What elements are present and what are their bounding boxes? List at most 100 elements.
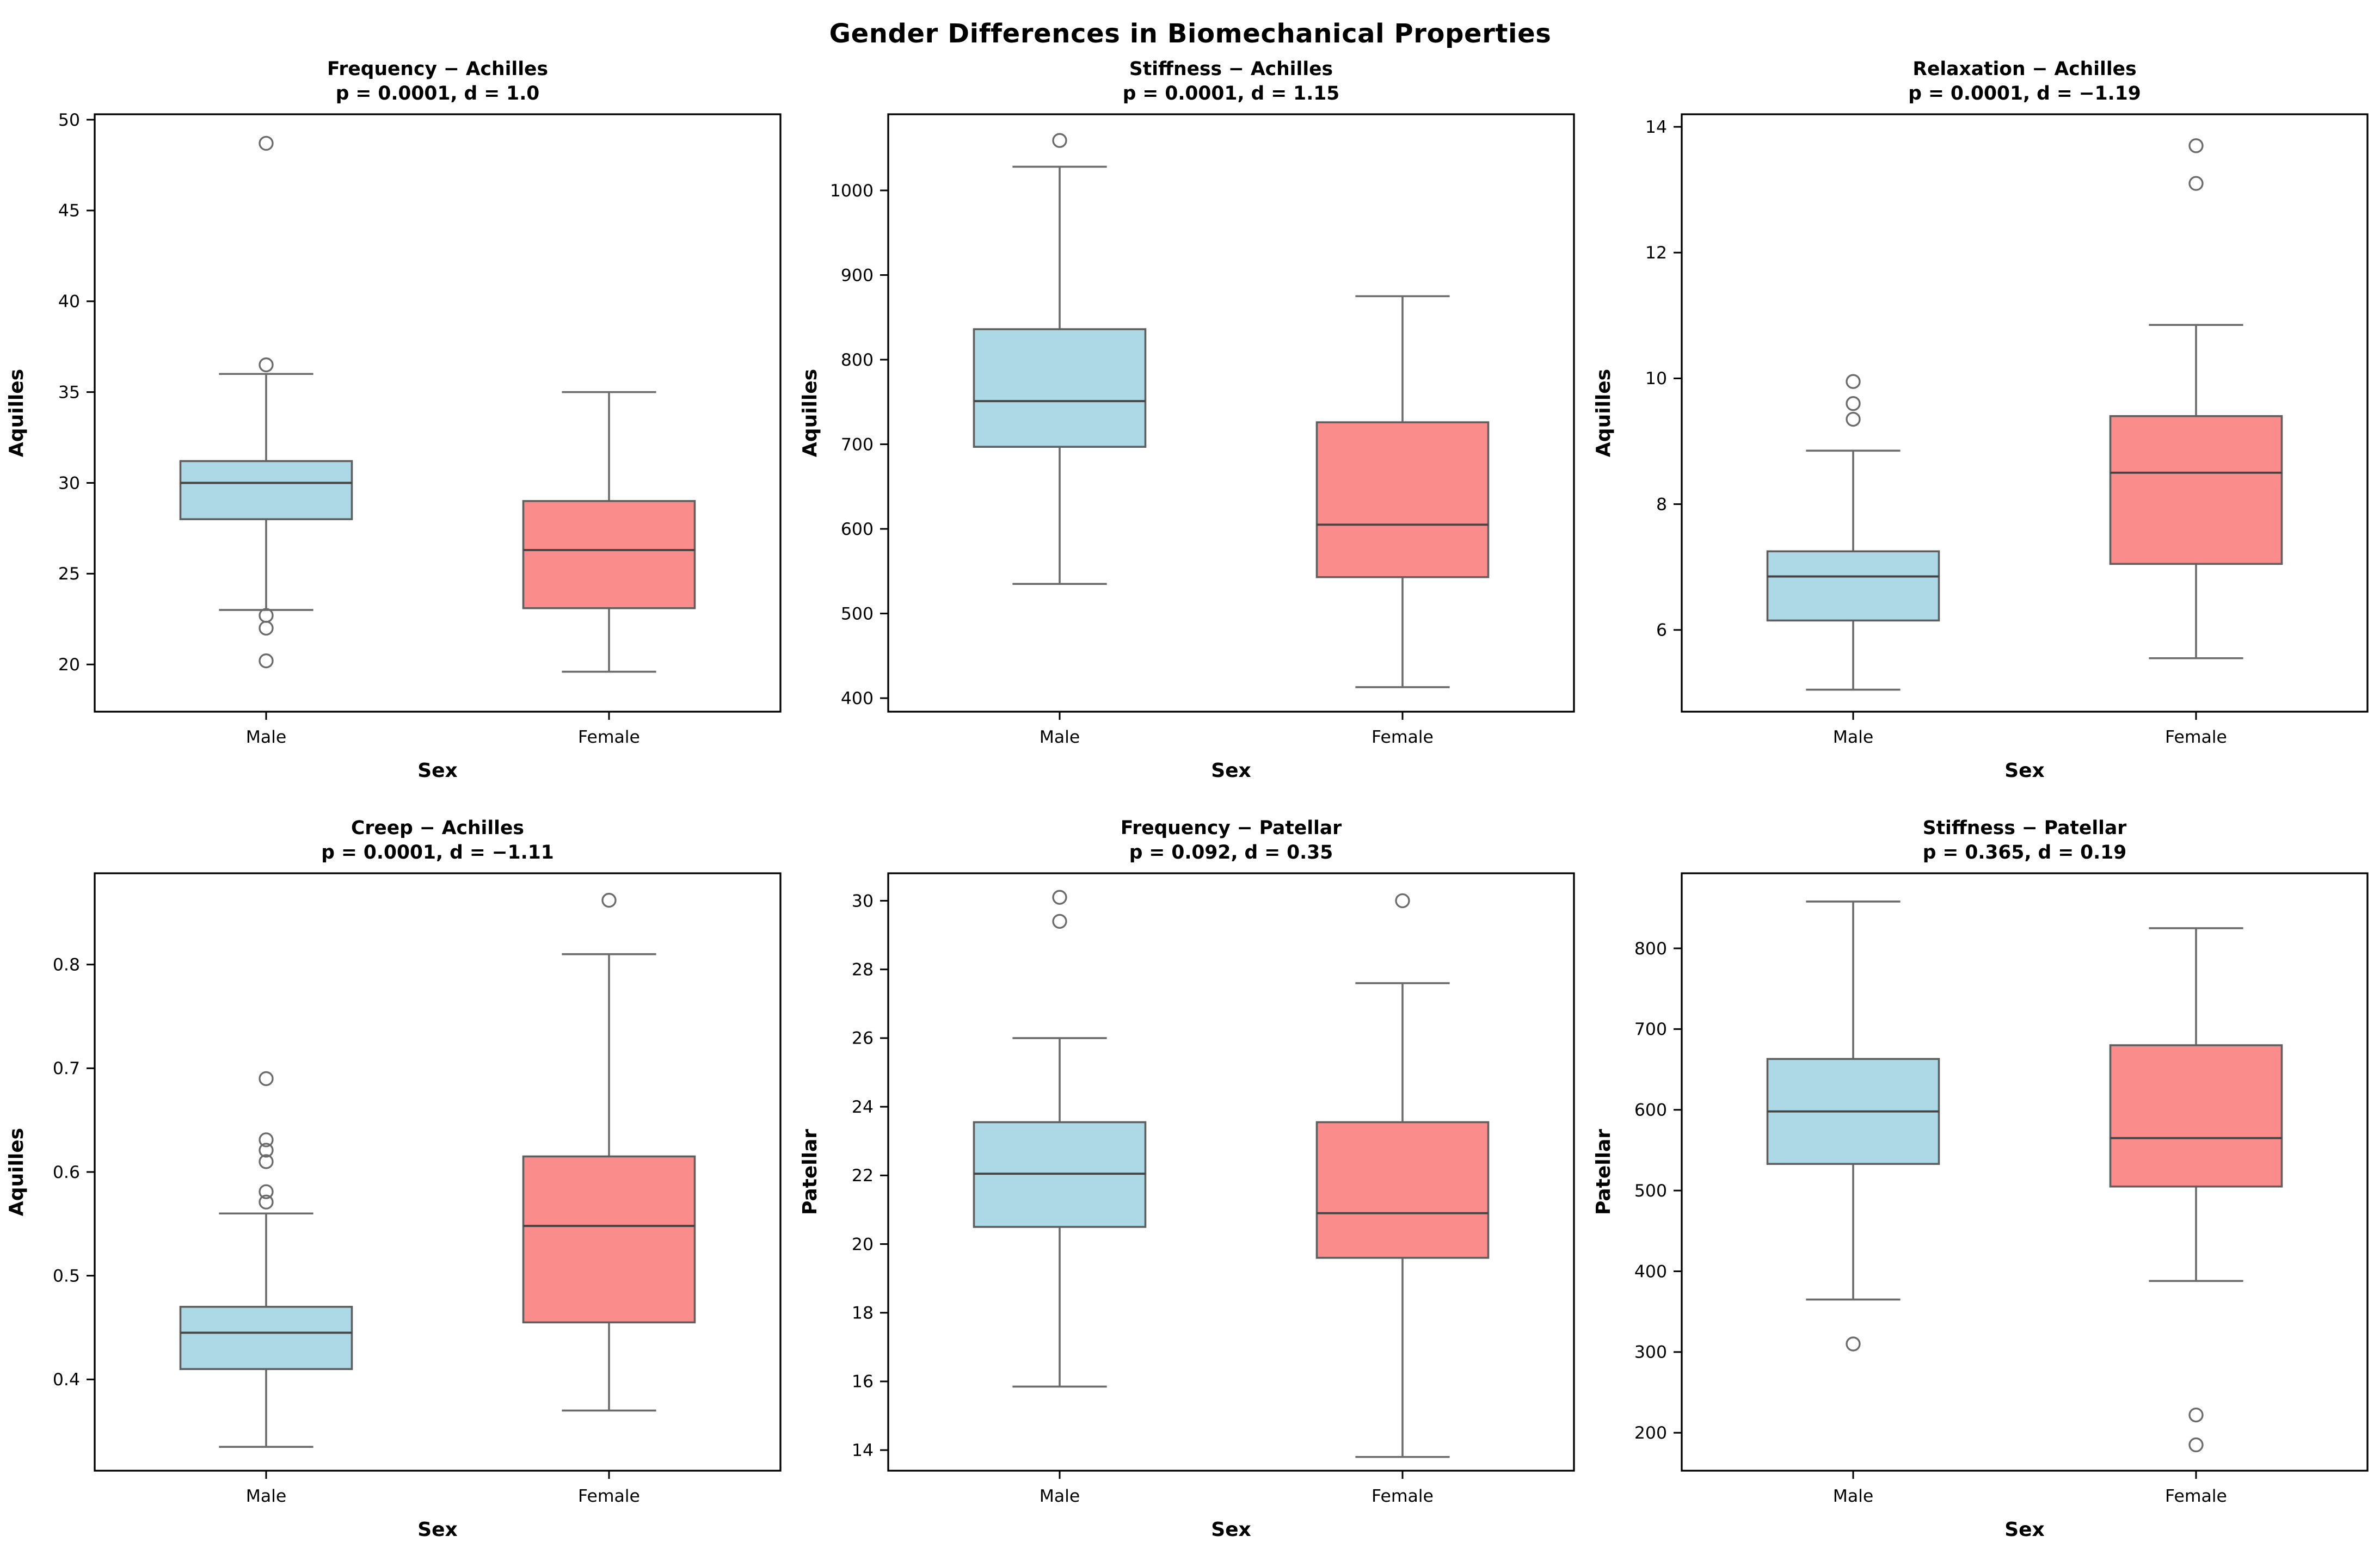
outlier-point — [1052, 914, 1067, 929]
box-female — [522, 391, 696, 673]
subplot-title: Stiffness − Patellar — [1923, 817, 2127, 839]
y-tick-label: 45 — [58, 201, 80, 221]
y-tick-label: 10 — [1645, 369, 1667, 388]
subplot-subtitle: p = 0.0001, d = 1.15 — [1123, 83, 1340, 104]
outlier-point — [259, 1143, 274, 1158]
box-female — [2109, 927, 2283, 1453]
y-tick-label: 20 — [58, 655, 80, 675]
iqr-box — [2109, 415, 2283, 565]
y-tick-label: 30 — [58, 473, 80, 493]
outlier-point — [1846, 1336, 1861, 1352]
y-tick-label: 0.8 — [53, 955, 80, 975]
outlier-point — [1846, 411, 1861, 427]
subplot-subtitle: p = 0.092, d = 0.35 — [1129, 842, 1333, 863]
iqr-box — [179, 460, 353, 521]
y-tick-label: 800 — [1634, 939, 1667, 959]
y-axis-label: Aquilles — [5, 1128, 28, 1216]
y-tick-label: 40 — [58, 292, 80, 312]
subplot-creep-achilles: Creep − Achilles p = 0.0001, d = −1.11 0.4… — [5, 817, 782, 1541]
subplot-subtitle: p = 0.0001, d = −1.11 — [321, 842, 554, 863]
box-female — [1315, 295, 1490, 688]
outlier-point — [259, 1194, 274, 1210]
y-tick-label: 22 — [852, 1166, 874, 1186]
x-tick-label: Male — [1833, 1486, 1874, 1506]
iqr-box — [1315, 1121, 1490, 1259]
iqr-box — [1315, 421, 1490, 578]
y-tick-label: 200 — [1634, 1423, 1667, 1443]
iqr-box — [522, 1155, 696, 1324]
x-tick-label: Female — [1372, 1486, 1434, 1506]
outlier-point — [1052, 890, 1067, 905]
y-tick-label: 400 — [1634, 1262, 1667, 1281]
x-tick-label: Female — [578, 1486, 640, 1506]
y-tick-label: 26 — [852, 1029, 874, 1048]
subplot-stiffness-achilles: Stiffness − Achilles p = 0.0001, d = 1.15… — [799, 58, 1575, 782]
y-tick-label: 30 — [852, 891, 874, 911]
outlier-point — [2188, 1407, 2204, 1423]
box-male — [973, 890, 1147, 1388]
x-tick-label: Female — [2165, 727, 2227, 747]
outlier-point — [2188, 176, 2204, 191]
y-tick-label: 18 — [852, 1304, 874, 1323]
y-tick-label: 0.7 — [53, 1059, 80, 1078]
y-tick-label: 600 — [1634, 1101, 1667, 1120]
y-tick-label: 14 — [852, 1441, 874, 1460]
y-tick-label: 0.6 — [53, 1163, 80, 1182]
y-tick-label: 25 — [58, 564, 80, 584]
y-tick-label: 20 — [852, 1235, 874, 1254]
x-axis-label: Sex — [417, 760, 458, 782]
box-male — [179, 1071, 353, 1448]
x-axis-label: Sex — [2004, 760, 2045, 782]
y-tick-label: 50 — [58, 110, 80, 130]
outlier-point — [1846, 396, 1861, 411]
box-male — [179, 135, 353, 669]
subplot-grid: Frequency − Achilles p = 0.0001, d = 1.0 2… — [0, 49, 2380, 1567]
outlier-point — [259, 135, 274, 151]
y-tick-label: 28 — [852, 960, 874, 979]
subplot-title: Frequency − Achilles — [327, 58, 548, 80]
outlier-point — [2188, 138, 2204, 153]
figure-title: Gender Differences in Biomechanical Prop… — [829, 18, 1552, 49]
x-tick-label: Female — [1372, 727, 1434, 747]
subplot-frequency-achilles: Frequency − Achilles p = 0.0001, d = 1.0 2… — [5, 58, 782, 782]
subplot-stiffness-patellar: Stiffness − Patellar p = 0.365, d = 0.19 2… — [1592, 817, 2369, 1541]
x-tick-label: Male — [246, 727, 287, 747]
x-tick-label: Female — [2165, 1486, 2227, 1506]
subplot-subtitle: p = 0.365, d = 0.19 — [1923, 842, 2127, 863]
iqr-box — [522, 500, 696, 609]
y-axis-label: Patellar — [1592, 1129, 1615, 1215]
y-tick-label: 800 — [841, 350, 874, 370]
outlier-point — [259, 1184, 274, 1199]
y-tick-label: 6 — [1656, 621, 1667, 640]
subplot-relaxation-achilles: Relaxation − Achilles p = 0.0001, d = −1.… — [1592, 58, 2369, 782]
x-axis-label: Sex — [417, 1519, 458, 1541]
x-tick-label: Male — [246, 1486, 287, 1506]
x-axis-label: Sex — [2004, 1519, 2045, 1541]
outlier-point — [601, 892, 617, 908]
subplot-title: Frequency − Patellar — [1121, 817, 1342, 839]
y-tick-label: 700 — [1634, 1020, 1667, 1039]
subplot-title: Relaxation − Achilles — [1912, 58, 2136, 80]
subplot-title: Creep − Achilles — [351, 817, 524, 839]
y-tick-label: 0.5 — [53, 1266, 80, 1286]
outlier-point — [259, 1132, 274, 1148]
outlier-point — [259, 357, 274, 373]
x-axis-label: Sex — [1211, 760, 1251, 782]
box-male — [1766, 900, 1940, 1352]
box-female — [1315, 893, 1490, 1458]
y-axis-label: Aquilles — [799, 369, 821, 457]
box-male — [973, 133, 1147, 585]
y-tick-label: 600 — [841, 520, 874, 539]
iqr-box — [1766, 550, 1940, 622]
y-tick-label: 24 — [852, 1097, 874, 1117]
x-axis-label: Sex — [1211, 1519, 1251, 1541]
x-tick-label: Male — [1040, 727, 1080, 747]
box-female — [2109, 138, 2283, 659]
iqr-box — [179, 1306, 353, 1370]
subplot-frequency-patellar: Frequency − Patellar p = 0.092, d = 0.35 1… — [799, 817, 1575, 1541]
y-tick-label: 500 — [841, 604, 874, 624]
x-tick-label: Male — [1040, 1486, 1080, 1506]
y-tick-label: 900 — [841, 266, 874, 285]
y-tick-label: 500 — [1634, 1181, 1667, 1201]
